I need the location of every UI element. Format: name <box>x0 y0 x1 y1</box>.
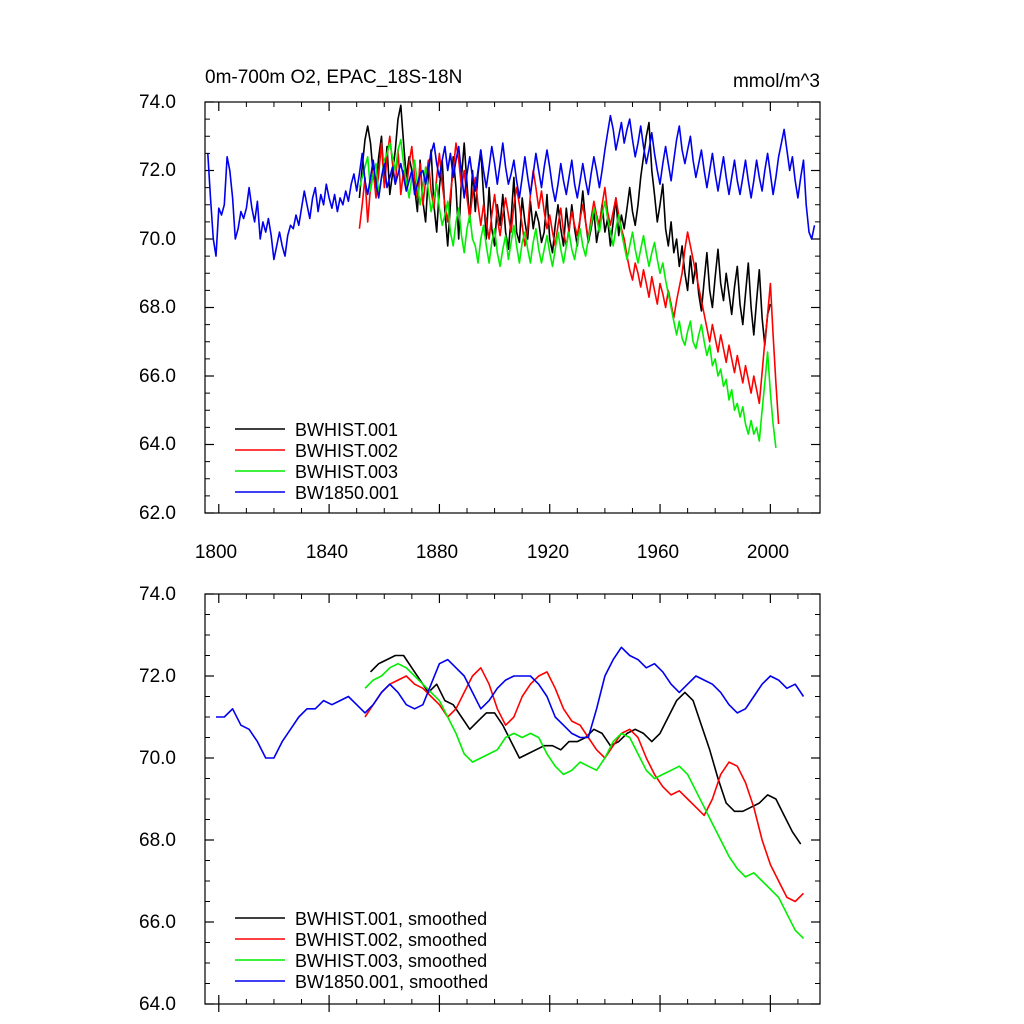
top-x-tick-label: 1800 <box>195 542 237 563</box>
legend-label: BWHIST.002 <box>295 441 398 461</box>
top-x-tick-label: 1880 <box>416 542 458 563</box>
bottom-y-tick-label: 70.0 <box>139 748 176 769</box>
legend-label: BWHIST.001 <box>295 420 398 440</box>
legend-label: BW1850.001 <box>295 483 399 503</box>
bottom-y-tick-label: 68.0 <box>139 830 176 851</box>
bottom-y-tick-label: 66.0 <box>139 912 176 933</box>
legend-label: BWHIST.001, smoothed <box>295 909 487 929</box>
bottom-axis-ticks <box>205 593 820 1012</box>
top-y-tick-label: 70.0 <box>139 229 176 250</box>
top-y-tick-label: 68.0 <box>139 297 176 318</box>
top-y-tick-label: 62.0 <box>139 503 176 524</box>
bottom-series-group <box>216 646 805 939</box>
top-chart-title: 0m-700m O2, EPAC_18S-18N <box>205 67 462 88</box>
bottom-legend: BWHIST.001, smoothed BWHIST.002, smoothe… <box>235 909 488 992</box>
bottom-y-tick-label: 74.0 <box>139 584 176 605</box>
legend-label: BWHIST.003, smoothed <box>295 951 487 971</box>
top-series-bwhist-002 <box>358 135 780 425</box>
top-y-tick-labels: 74.0 72.0 70.0 68.0 66.0 64.0 62.0 <box>139 92 176 524</box>
legend-label: BW1850.001, smoothed <box>295 972 488 992</box>
top-legend: BWHIST.001 BWHIST.002 BWHIST.003 BW1850.… <box>235 420 399 503</box>
top-series-bwhist-003 <box>358 138 777 448</box>
bottom-series-bwhist-002-smoothed <box>364 666 805 903</box>
top-x-tick-label: 1840 <box>306 542 348 563</box>
top-y-tick-label: 72.0 <box>139 160 176 181</box>
top-x-tick-label: 2000 <box>747 542 789 563</box>
bottom-y-tick-label: 64.0 <box>139 994 176 1015</box>
top-series-bw1850-001 <box>207 114 816 261</box>
top-x-tick-label: 1920 <box>527 542 569 563</box>
top-x-tick-labels: 1800 1840 1880 1920 1960 2000 <box>195 542 789 563</box>
top-y-tick-label: 74.0 <box>139 92 176 113</box>
top-panel: 0m-700m O2, EPAC_18S-18N mmol/m^3 74.0 7… <box>139 67 821 563</box>
top-series-group <box>207 104 816 448</box>
bottom-y-tick-label: 72.0 <box>139 666 176 687</box>
top-plot-frame <box>204 101 821 514</box>
bottom-y-tick-labels: 74.0 72.0 70.0 68.0 66.0 64.0 <box>139 584 176 1015</box>
bottom-plot-frame <box>204 593 821 1005</box>
top-y-tick-label: 64.0 <box>139 434 176 455</box>
legend-label: BWHIST.002, smoothed <box>295 930 487 950</box>
top-x-tick-label: 1960 <box>637 542 679 563</box>
bottom-series-bw1850-001-smoothed <box>216 646 805 759</box>
top-chart-units: mmol/m^3 <box>733 71 820 92</box>
legend-label: BWHIST.003 <box>295 462 398 482</box>
top-y-tick-label: 66.0 <box>139 366 176 387</box>
bottom-series-bwhist-003-smoothed <box>364 662 805 939</box>
bottom-panel: 74.0 72.0 70.0 68.0 66.0 64.0 BWHIST.001… <box>139 584 821 1015</box>
